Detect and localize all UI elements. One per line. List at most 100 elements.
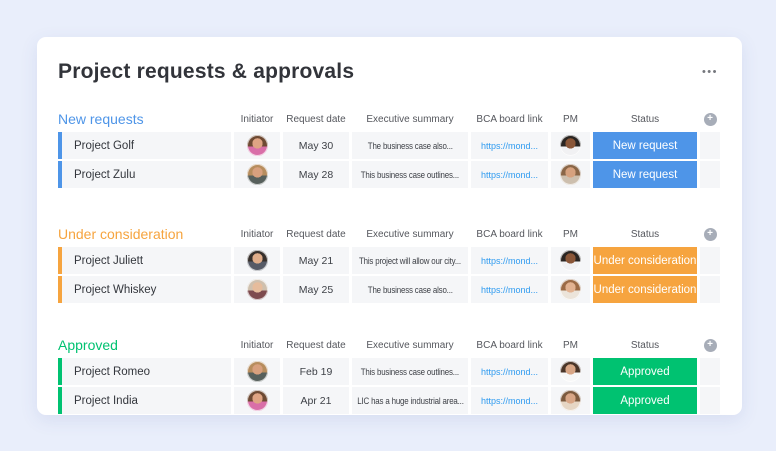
pm-avatar	[560, 279, 581, 300]
pm-cell[interactable]	[551, 247, 590, 274]
group-color-bar	[58, 247, 62, 274]
column-header-initiator[interactable]: Initiator	[240, 228, 274, 240]
executive-summary-cell[interactable]: This business case outlines...	[352, 358, 468, 385]
pm-cell[interactable]	[551, 161, 590, 188]
pm-cell[interactable]	[551, 358, 590, 385]
column-header-executive-summary[interactable]: Executive summary	[366, 113, 454, 125]
column-header-bca-board-link[interactable]: BCA board link	[476, 339, 543, 351]
table-row: Project India Apr 21 LIC has a huge indu…	[58, 387, 720, 414]
column-header-request-date[interactable]: Request date	[286, 339, 346, 351]
group-header-row: Under consideration Initiator Request da…	[58, 225, 720, 243]
initiator-cell[interactable]	[234, 387, 280, 414]
executive-summary-text: The business case also...	[367, 140, 453, 151]
empty-cell	[700, 161, 720, 188]
request-date-cell[interactable]: May 21	[283, 247, 349, 274]
request-date-cell[interactable]: May 25	[283, 276, 349, 303]
board-title[interactable]: Project requests & approvals	[58, 60, 355, 83]
executive-summary-cell[interactable]: The business case also...	[352, 276, 468, 303]
group-color-bar	[58, 161, 62, 188]
pm-avatar	[560, 135, 581, 156]
pm-avatar	[560, 390, 581, 411]
executive-summary-cell[interactable]: The business case also...	[352, 132, 468, 159]
column-header-initiator[interactable]: Initiator	[240, 113, 274, 125]
request-date-cell[interactable]: Apr 21	[283, 387, 349, 414]
column-header-status[interactable]: Status	[630, 113, 660, 125]
project-name: Project India	[74, 394, 138, 407]
pm-cell[interactable]	[551, 132, 590, 159]
status-badge[interactable]: New request	[593, 132, 697, 159]
project-name-cell[interactable]: Project Juliett	[58, 247, 231, 274]
add-column-plus-icon[interactable]: +	[703, 112, 717, 126]
group-approved: Approved Initiator Request date Executiv…	[58, 336, 720, 414]
executive-summary-text: This business case outlines...	[360, 169, 460, 180]
column-header-initiator[interactable]: Initiator	[240, 339, 274, 351]
group-under-consideration: Under consideration Initiator Request da…	[58, 225, 720, 303]
project-name-cell[interactable]: Project Romeo	[58, 358, 231, 385]
bca-board-link-cell[interactable]: https://mond...	[471, 161, 548, 188]
initiator-cell[interactable]	[234, 358, 280, 385]
request-date-cell[interactable]: May 28	[283, 161, 349, 188]
add-column-plus-icon[interactable]: +	[703, 338, 717, 352]
project-name-cell[interactable]: Project India	[58, 387, 231, 414]
column-header-request-date[interactable]: Request date	[286, 113, 346, 125]
column-header-pm[interactable]: PM	[563, 339, 578, 351]
board-card: Project requests & approvals ••• New req…	[37, 37, 742, 415]
status-badge[interactable]: Approved	[593, 358, 697, 385]
initiator-avatar	[246, 135, 268, 156]
project-name-cell[interactable]: Project Golf	[58, 132, 231, 159]
pm-avatar	[560, 164, 581, 185]
project-name-cell[interactable]: Project Zulu	[58, 161, 231, 188]
column-header-executive-summary[interactable]: Executive summary	[366, 339, 454, 351]
group-title[interactable]: New requests	[58, 111, 144, 127]
status-badge[interactable]: Approved	[593, 387, 697, 414]
group-title[interactable]: Under consideration	[58, 226, 184, 242]
pm-cell[interactable]	[551, 276, 590, 303]
request-date-cell[interactable]: Feb 19	[283, 358, 349, 385]
bca-board-link-cell[interactable]: https://mond...	[471, 387, 548, 414]
project-name: Project Zulu	[74, 168, 136, 181]
status-badge[interactable]: Under consideration	[593, 276, 697, 303]
project-name-cell[interactable]: Project Whiskey	[58, 276, 231, 303]
executive-summary-cell[interactable]: This business case outlines...	[352, 161, 468, 188]
status-badge[interactable]: New request	[593, 161, 697, 188]
request-date-cell[interactable]: May 30	[283, 132, 349, 159]
column-header-bca-board-link[interactable]: BCA board link	[476, 228, 543, 240]
initiator-cell[interactable]	[234, 161, 280, 188]
table-row: Project Whiskey May 25 The business case…	[58, 276, 720, 303]
initiator-avatar	[246, 361, 268, 382]
initiator-avatar	[246, 390, 268, 411]
group-new-requests: New requests Initiator Request date Exec…	[58, 110, 720, 188]
executive-summary-text: This project will allow our city...	[359, 255, 461, 266]
group-header-row: New requests Initiator Request date Exec…	[58, 110, 720, 128]
column-header-pm[interactable]: PM	[563, 228, 578, 240]
executive-summary-cell[interactable]: LIC has a huge industrial area...	[352, 387, 468, 414]
executive-summary-cell[interactable]: This project will allow our city...	[352, 247, 468, 274]
initiator-cell[interactable]	[234, 276, 280, 303]
column-header-status[interactable]: Status	[630, 339, 660, 351]
bca-board-link-cell[interactable]: https://mond...	[471, 276, 548, 303]
empty-cell	[700, 132, 720, 159]
status-badge[interactable]: Under consideration	[593, 247, 697, 274]
board-header: Project requests & approvals •••	[58, 57, 720, 87]
initiator-cell[interactable]	[234, 247, 280, 274]
column-header-status[interactable]: Status	[630, 228, 660, 240]
bca-board-link-cell[interactable]: https://mond...	[471, 358, 548, 385]
column-header-executive-summary[interactable]: Executive summary	[366, 228, 454, 240]
initiator-avatar	[246, 250, 268, 271]
group-title[interactable]: Approved	[58, 337, 118, 353]
group-color-bar	[58, 276, 62, 303]
project-name: Project Whiskey	[74, 283, 157, 296]
group-color-bar	[58, 132, 62, 159]
group-color-bar	[58, 387, 62, 414]
column-header-pm[interactable]: PM	[563, 113, 578, 125]
bca-board-link-cell[interactable]: https://mond...	[471, 247, 548, 274]
initiator-avatar	[246, 279, 268, 300]
ellipsis-menu-icon[interactable]: •••	[701, 66, 718, 78]
column-header-bca-board-link[interactable]: BCA board link	[476, 113, 543, 125]
initiator-cell[interactable]	[234, 132, 280, 159]
add-column-plus-icon[interactable]: +	[703, 227, 717, 241]
initiator-avatar	[246, 164, 268, 185]
column-header-request-date[interactable]: Request date	[286, 228, 346, 240]
bca-board-link-cell[interactable]: https://mond...	[471, 132, 548, 159]
pm-cell[interactable]	[551, 387, 590, 414]
